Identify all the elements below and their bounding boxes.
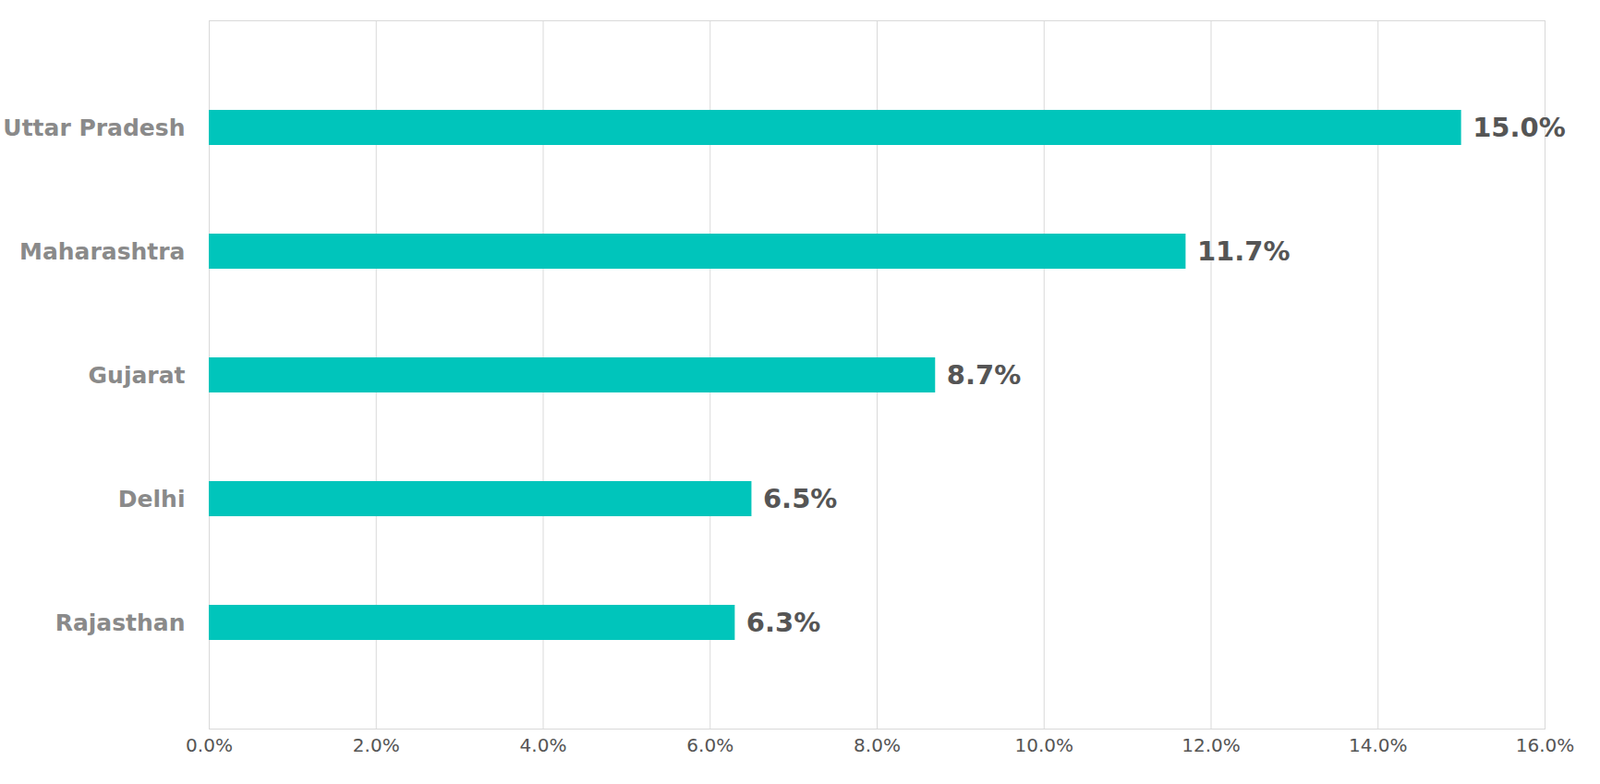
svg-text:6.0%: 6.0% <box>686 734 734 757</box>
svg-text:Delhi: Delhi <box>118 485 186 513</box>
svg-text:10.0%: 10.0% <box>1014 734 1074 757</box>
svg-text:Maharashtra: Maharashtra <box>19 238 185 266</box>
svg-text:6.3%: 6.3% <box>746 606 821 639</box>
svg-text:6.5%: 6.5% <box>763 483 837 515</box>
svg-text:Uttar Pradesh: Uttar Pradesh <box>2 114 185 142</box>
svg-text:0.0%: 0.0% <box>185 734 233 757</box>
svg-text:4.0%: 4.0% <box>520 734 568 757</box>
svg-text:Rajasthan: Rajasthan <box>55 609 186 637</box>
svg-text:15.0%: 15.0% <box>1472 111 1566 144</box>
svg-text:14.0%: 14.0% <box>1348 734 1408 757</box>
svg-text:8.0%: 8.0% <box>853 734 901 757</box>
svg-text:2.0%: 2.0% <box>352 734 400 757</box>
svg-text:8.7%: 8.7% <box>946 359 1021 391</box>
svg-text:16.0%: 16.0% <box>1515 734 1576 757</box>
svg-text:12.0%: 12.0% <box>1181 734 1241 757</box>
svg-text:Gujarat: Gujarat <box>88 362 186 389</box>
svg-text:11.7%: 11.7% <box>1197 235 1291 267</box>
